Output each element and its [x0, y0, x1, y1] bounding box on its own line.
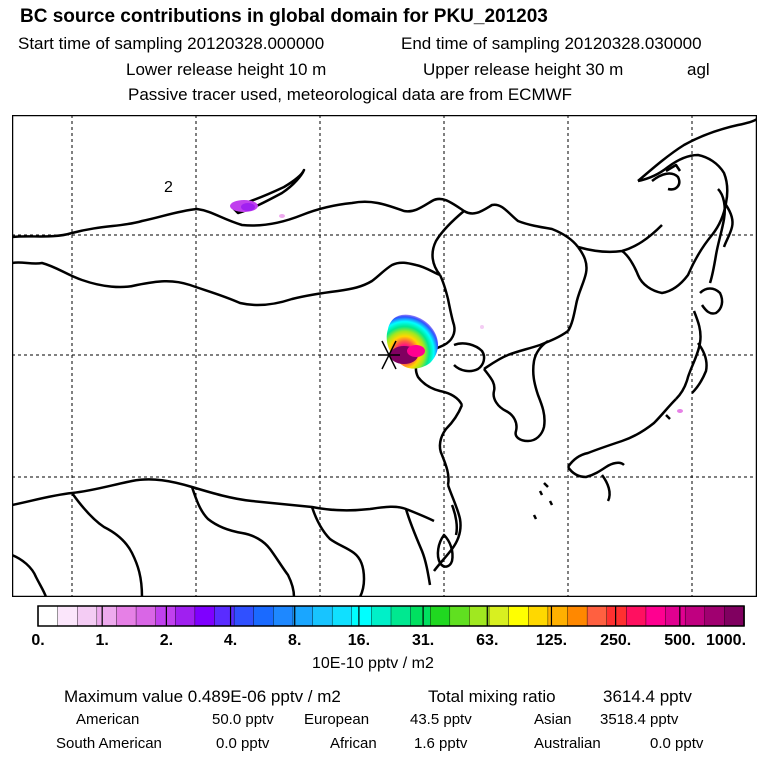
- colorbar-tick-label: 31.: [412, 632, 434, 649]
- colorbar-cell: [626, 605, 647, 627]
- colorbar-tick-label: 125.: [536, 632, 567, 649]
- european-value: 43.5 pptv: [410, 711, 472, 728]
- american-value: 50.0 pptv: [212, 711, 274, 728]
- grid-lines: [12, 115, 757, 597]
- colorbar-cell: [351, 605, 373, 627]
- colorbar-tick-label: 4.: [224, 632, 237, 649]
- asian-label: Asian: [534, 711, 572, 728]
- colorbar-tick-label: 1.: [96, 632, 109, 649]
- release-heights: Lower release height 10 m Upper release …: [126, 60, 768, 80]
- map-panel: 2: [12, 115, 757, 597]
- colorbar-cell: [331, 605, 353, 627]
- australian-label: Australian: [534, 735, 601, 752]
- map-frame: [12, 115, 757, 597]
- colorbar-cell: [116, 605, 137, 627]
- colorbar-tick-label: 1000.: [706, 632, 746, 649]
- colorbar-cell: [430, 605, 451, 627]
- colorbar-cell: [410, 605, 431, 627]
- colorbar-cells: [37, 605, 745, 627]
- start-time-label: Start time of sampling 20120328.000000: [18, 34, 325, 53]
- colorbar-cell: [233, 605, 255, 627]
- x-marker-icon: [378, 340, 400, 370]
- colorbar-cell: [724, 605, 745, 627]
- colorbar-tick-label: 250.: [600, 632, 631, 649]
- colorbar-tick-label: 500.: [664, 632, 695, 649]
- colorbar-tick-label: 0.: [31, 632, 44, 649]
- tracer-patch-japan: [677, 409, 683, 413]
- african-label: African: [330, 735, 377, 752]
- colorbar-cell: [37, 605, 59, 627]
- colorbar-cell: [665, 605, 686, 627]
- colorbar-labels: 0. 1. 2. 4. 8. 16. 31. 63. 125. 250. 500. 1000.: [31, 632, 746, 649]
- map-annotation: 2: [164, 179, 173, 196]
- australian-value: 0.0 pptv: [650, 735, 704, 752]
- south-american-label: South American: [56, 735, 162, 752]
- colorbar-cell: [135, 605, 157, 627]
- colorbar-tick-label: 16.: [348, 632, 370, 649]
- colorbar-cell: [214, 605, 235, 627]
- colorbar-units-label: 10E-10 pptv / m2: [312, 655, 434, 672]
- lower-release-label: Lower release height 10 m: [126, 60, 327, 79]
- total-mixing-label: Total mixing ratio: [428, 687, 556, 706]
- african-value: 1.6 pptv: [414, 735, 468, 752]
- colorbar-cell: [371, 605, 392, 627]
- tracer-info: Passive tracer used, meteorological data…: [128, 85, 573, 104]
- colorbar-cell: [508, 605, 529, 627]
- colorbar-cell: [273, 605, 294, 627]
- colorbar-cell: [390, 605, 412, 627]
- colorbar-cell: [194, 605, 216, 627]
- colorbar-cell: [704, 605, 726, 627]
- coastlines: [12, 117, 757, 597]
- colorbar-cell: [469, 605, 490, 627]
- max-value-label: Maximum value 0.489E-06 pptv / m2: [64, 687, 341, 706]
- asian-value: 3518.4 pptv: [600, 711, 679, 728]
- colorbar-ticks: [37, 606, 745, 626]
- colorbar-cell: [684, 605, 706, 627]
- colorbar-tick-label: 8.: [288, 632, 301, 649]
- colorbar-tick-label: 2.: [160, 632, 173, 649]
- total-mixing-value: 3614.4 pptv: [603, 687, 692, 706]
- south-american-value: 0.0 pptv: [216, 735, 270, 752]
- upper-release-label: Upper release height 30 m: [423, 60, 624, 79]
- colorbar-cell: [449, 605, 471, 627]
- colorbar-cell: [292, 605, 314, 627]
- colorbar-cell: [253, 605, 275, 627]
- colorbar-cell: [312, 605, 333, 627]
- sampling-times: Start time of sampling 20120328.000000 E…: [18, 34, 768, 54]
- colorbar-cell: [77, 605, 98, 627]
- colorbar-cell: [528, 605, 549, 627]
- colorbar-cell: [155, 605, 176, 627]
- colorbar-cell: [488, 605, 510, 627]
- european-label: European: [304, 711, 370, 728]
- tracer-patch-baikal: [230, 200, 285, 218]
- american-label: American: [76, 711, 140, 728]
- colorbar-cell: [57, 605, 78, 627]
- end-time-label: End time of sampling 20120328.030000: [401, 34, 702, 53]
- colorbar-cell: [96, 605, 118, 627]
- colorbar-cell: [645, 605, 667, 627]
- map-title: BC source contributions in global domain…: [20, 6, 548, 27]
- agl-label: agl: [687, 60, 710, 79]
- colorbar: 0. 1. 2. 4. 8. 16. 31. 63. 125. 250. 500. 1000.: [31, 605, 746, 649]
- colorbar-cell: [567, 605, 588, 627]
- colorbar-tick-label: 63.: [476, 632, 498, 649]
- tracer-patch-small: [480, 325, 484, 329]
- colorbar-cell: [586, 605, 608, 627]
- colorbar-cell: [606, 605, 628, 627]
- colorbar-cell: [175, 605, 196, 627]
